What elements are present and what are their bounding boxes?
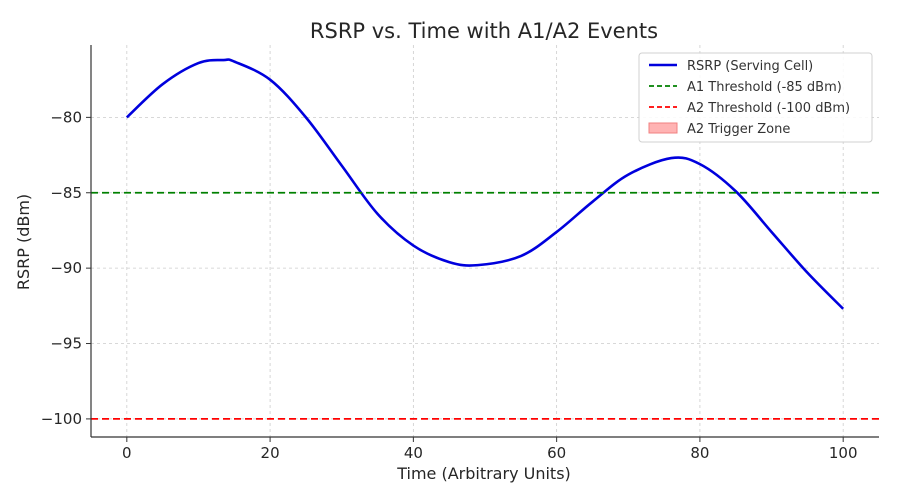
y-tick-label: −90 [50,259,82,277]
legend-box [638,52,873,143]
x-tick-label: 80 [690,444,709,462]
x-tick-label: 40 [404,444,423,462]
x-tick-label: 0 [122,444,132,462]
x-tick-label: 20 [261,444,280,462]
y-tick-label: −80 [50,108,82,126]
legend-swatch-a2-trigger-zone [648,122,678,134]
rsrp-series-line [125,58,845,310]
legend-label: RSRP (Serving Cell) [687,59,813,74]
y-tick-label: −85 [50,184,82,202]
y-tick-label: −100 [41,410,82,428]
chart-title: RSRP vs. Time with A1/A2 Events [310,19,658,43]
legend-label: A2 Trigger Zone [687,122,790,137]
y-tick-label: −95 [50,335,82,353]
axes [90,45,879,438]
ticks: 0 20 40 60 80 100 −100 −95 −90 −85 −80 [41,108,858,462]
legend-label: A1 Threshold (-85 dBm) [687,80,842,95]
x-axis-label: Time (Arbitrary Units) [396,464,571,483]
legend-label: A2 Threshold (-100 dBm) [687,101,850,116]
x-tick-label: 100 [829,444,858,462]
plot-area [91,58,879,420]
x-tick-label: 60 [547,444,566,462]
y-axis-label: RSRP (dBm) [14,194,33,290]
legend: RSRP (Serving Cell) A1 Threshold (-85 dBm… [638,52,873,143]
